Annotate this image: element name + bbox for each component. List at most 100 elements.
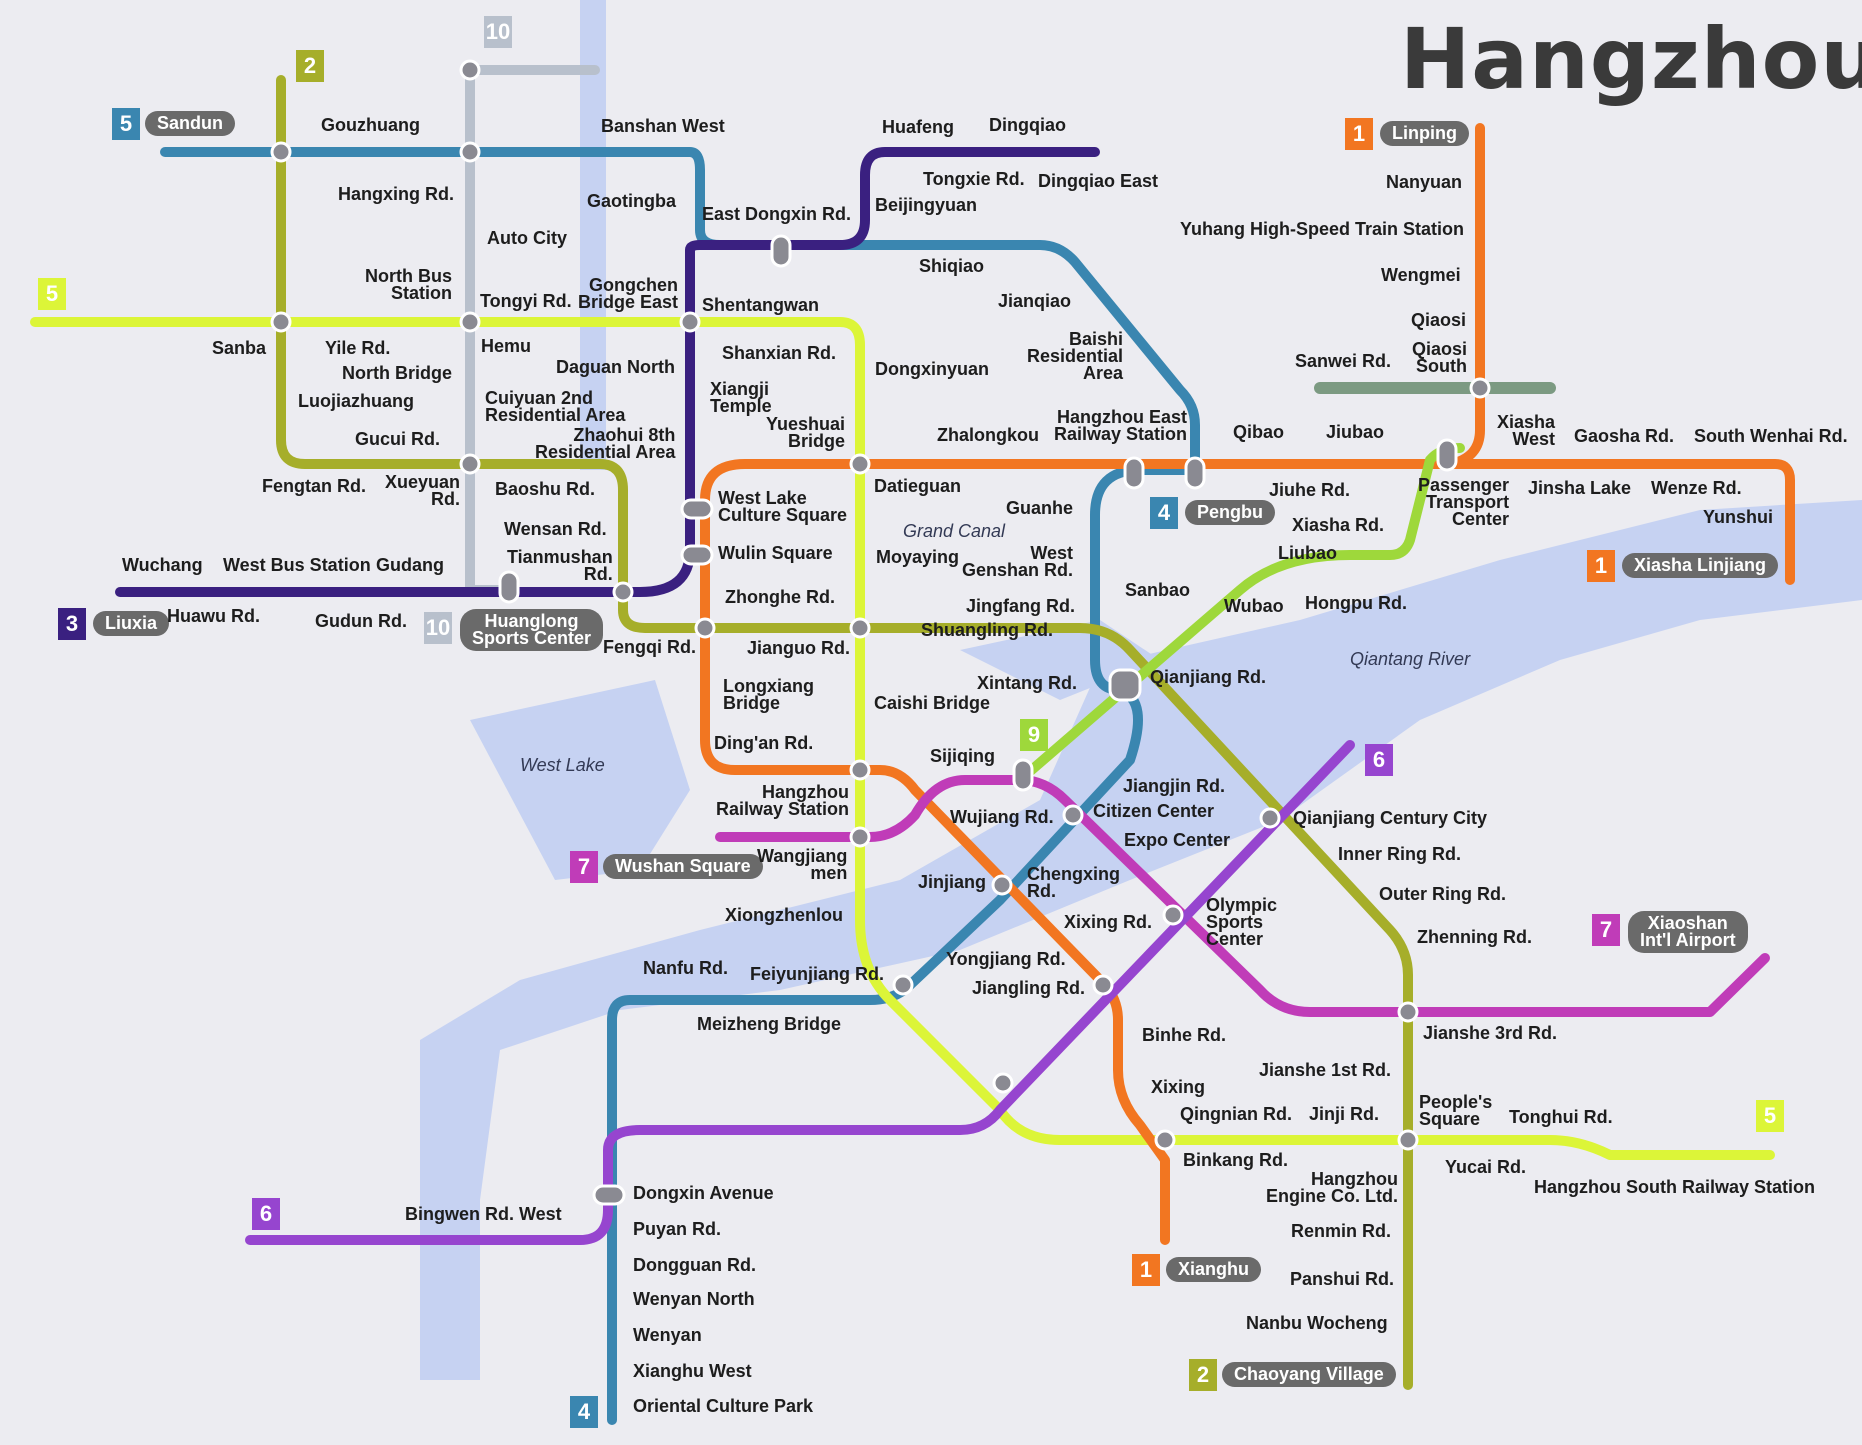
station-label[interactable]: Jiangling Rd. (972, 978, 1086, 998)
station-label[interactable]: Jingfang Rd. (966, 596, 1075, 616)
station-label[interactable]: Nanbu Wocheng (1246, 1313, 1388, 1333)
interchange-marker[interactable] (892, 974, 914, 996)
station-label[interactable]: Xintang Rd. (977, 673, 1077, 693)
transfer-capsule[interactable] (1436, 438, 1458, 472)
terminal-xiasha-linjiang[interactable]: Xiasha Linjiang (1622, 553, 1779, 578)
station-label[interactable]: Gaosha Rd. (1574, 426, 1675, 446)
line-10-badge-south[interactable]: 10 (424, 612, 452, 644)
station-label[interactable]: Zhenning Rd. (1417, 927, 1532, 947)
terminal-pengbu[interactable]: Pengbu (1185, 500, 1275, 525)
station-label[interactable]: Wubao (1224, 596, 1284, 616)
station-label[interactable]: Yunshui (1703, 507, 1774, 527)
station-label[interactable]: Inner Ring Rd. (1338, 844, 1461, 864)
station-label[interactable]: Yueshuai Bridge (766, 414, 846, 451)
line-3-badge[interactable]: 3 (58, 608, 86, 640)
terminal-wushan-square[interactable]: Wushan Square (603, 854, 763, 879)
station-label[interactable]: Banshan West (601, 116, 725, 136)
line-1-badge[interactable]: 1 (1345, 118, 1373, 150)
station-label[interactable]: Hangzhou Railway Station (716, 782, 850, 819)
station-label[interactable]: West Genshan Rd. (962, 543, 1074, 580)
station-label[interactable]: Hangxing Rd. (338, 184, 454, 204)
station-label[interactable]: Yucai Rd. (1445, 1157, 1527, 1177)
line-4-badge[interactable]: 5 (112, 108, 140, 140)
station-label[interactable]: Feiyunjiang Rd. (750, 964, 885, 984)
station-label[interactable]: Jiuhe Rd. (1269, 480, 1351, 500)
station-label[interactable]: Qianjiang Century City (1293, 808, 1488, 828)
interchange-marker[interactable] (270, 311, 292, 333)
terminal-xiaoshan-airport[interactable]: Xiaoshan Int'l Airport (1628, 911, 1748, 953)
transfer-capsule[interactable] (1108, 668, 1142, 702)
station-label[interactable]: Huawu Rd. (167, 606, 260, 626)
station-label[interactable]: Xixing (1151, 1077, 1206, 1097)
station-label[interactable]: South Wenhai Rd. (1694, 426, 1848, 446)
station-label[interactable]: Tongyi Rd. (480, 291, 572, 311)
interchange-marker[interactable] (459, 141, 481, 163)
station-label[interactable]: Xiongzhenlou (725, 905, 843, 925)
station-label[interactable]: Chengxing Rd. (1027, 864, 1120, 901)
interchange-marker[interactable] (694, 617, 716, 639)
station-label[interactable]: Ding'an Rd. (714, 733, 814, 753)
terminal-liuxia[interactable]: Liuxia (93, 611, 170, 636)
station-label[interactable]: Wensan Rd. (504, 519, 607, 539)
station-label[interactable]: Sanwei Rd. (1295, 351, 1392, 371)
station-label[interactable]: Wengmei (1381, 265, 1461, 285)
station-label[interactable]: Baoshu Rd. (495, 479, 596, 499)
station-label[interactable]: Jianshe 3rd Rd. (1423, 1023, 1558, 1043)
station-label[interactable]: Huafeng (882, 117, 954, 137)
station-label[interactable]: Wenyan (633, 1325, 702, 1345)
station-label[interactable]: Hemu (481, 336, 532, 356)
interchange-marker[interactable] (849, 453, 871, 475)
station-label[interactable]: Gudun Rd. (315, 611, 407, 631)
station-label[interactable]: Xixing Rd. (1064, 912, 1153, 932)
station-label[interactable]: Qibao (1233, 422, 1285, 442)
station-label[interactable]: Jianshe 1st Rd. (1259, 1060, 1392, 1080)
station-label[interactable]: Yongjiang Rd. (946, 949, 1066, 969)
station-label[interactable]: Tongxie Rd. (923, 169, 1025, 189)
transfer-capsule[interactable] (592, 1184, 626, 1206)
station-label[interactable]: North Bus Station (365, 266, 452, 303)
station-label[interactable]: Jinsha Lake (1528, 478, 1632, 498)
station-label[interactable]: Meizheng Bridge (697, 1014, 842, 1034)
interchange-marker[interactable] (459, 453, 481, 475)
station-label[interactable]: Nanyuan (1386, 172, 1463, 192)
station-label[interactable]: Binhe Rd. (1142, 1025, 1226, 1045)
station-label[interactable]: Fengqi Rd. (603, 637, 696, 657)
station-label[interactable]: Dingqiao East (1038, 171, 1159, 191)
line-5-badge-east[interactable]: 5 (1756, 1100, 1784, 1132)
station-label[interactable]: Datieguan (874, 476, 962, 496)
station-label[interactable]: Renmin Rd. (1291, 1221, 1392, 1241)
station-label[interactable]: Tianmushan Rd. (507, 547, 613, 584)
interchange-marker[interactable] (679, 311, 701, 333)
station-label[interactable]: Guanhe (1006, 498, 1074, 518)
station-label[interactable]: Wangjiang men (757, 846, 848, 883)
station-label[interactable]: Sanba (212, 338, 267, 358)
station-label[interactable]: North Bridge (342, 363, 452, 383)
station-label[interactable]: Expo Center (1124, 830, 1231, 850)
station-label[interactable]: Olympic Sports Center (1206, 895, 1278, 949)
interchange-marker[interactable] (1397, 1001, 1419, 1023)
interchange-marker[interactable] (612, 581, 634, 603)
interchange-marker[interactable] (991, 874, 1013, 896)
station-label[interactable]: Luojiazhuang (298, 391, 414, 411)
interchange-marker[interactable] (1062, 804, 1084, 826)
interchange-marker[interactable] (849, 826, 871, 848)
station-label[interactable]: Yuhang High-Speed Train Station (1180, 219, 1465, 239)
line-1-badge-east[interactable]: 1 (1587, 550, 1615, 582)
interchange-marker[interactable] (1154, 1129, 1176, 1151)
station-label[interactable]: Qiaosi South (1412, 339, 1468, 376)
station-label[interactable]: Dingqiao (989, 115, 1066, 135)
station-label[interactable]: Shuangling Rd. (921, 620, 1053, 640)
station-label[interactable]: Gaotingba (587, 191, 676, 211)
interchange-marker[interactable] (459, 311, 481, 333)
interchange-marker[interactable] (849, 759, 871, 781)
station-label[interactable]: Shentangwan (702, 295, 820, 315)
station-label[interactable]: Zhonghe Rd. (725, 587, 835, 607)
station-label[interactable]: Xiasha Rd. (1292, 515, 1385, 535)
station-label[interactable]: Wulin Square (718, 543, 833, 563)
station-label[interactable]: Jinjiang (918, 872, 987, 892)
station-label[interactable]: Puyan Rd. (633, 1219, 722, 1239)
station-label[interactable]: Gucui Rd. (355, 429, 440, 449)
line-6-badge-west[interactable]: 6 (252, 1198, 280, 1230)
station-label[interactable]: East Dongxin Rd. (702, 204, 852, 224)
station-label[interactable]: Zhalongkou (937, 425, 1039, 445)
